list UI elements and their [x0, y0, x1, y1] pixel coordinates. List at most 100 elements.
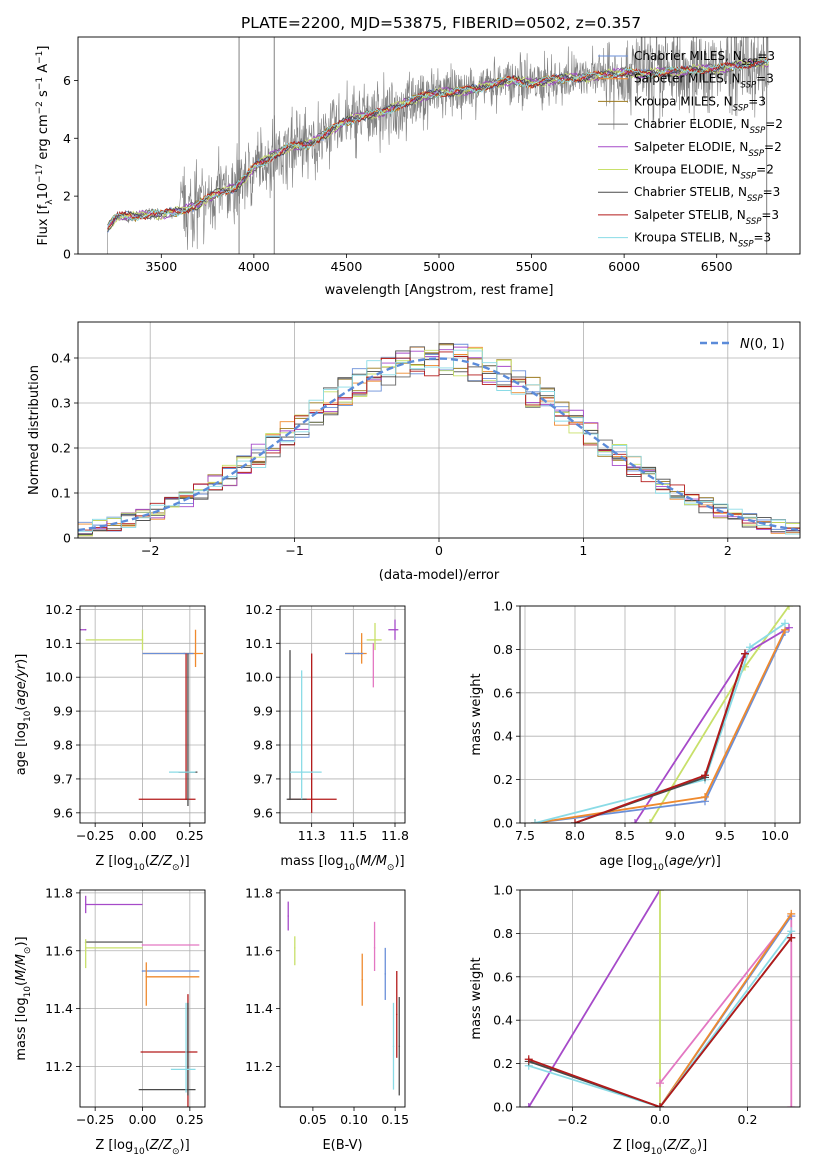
x-tick-label: 4000	[238, 259, 270, 274]
y-tick-label: 11.8	[245, 885, 273, 900]
x-tick-label: 5000	[423, 259, 455, 274]
y-tick-label: 9.8	[53, 738, 73, 753]
data-point	[141, 970, 144, 972]
axes-frame	[77, 36, 801, 255]
y-tick-label: 0.4	[493, 1013, 513, 1028]
x-tick-label: 4500	[331, 259, 363, 274]
normal-distribution-curve	[78, 357, 800, 532]
residuals-panel: −2 −1 0 1 2 0 0.1 0.2 0.3 0.4 N(0, 1) (data-model)/…	[27, 321, 801, 583]
x-tick-label: 1	[579, 543, 587, 558]
x-tick-label: 8.0	[565, 828, 585, 843]
data-point	[300, 771, 303, 773]
y-tick-label: 11.4	[45, 1001, 73, 1016]
data-point	[392, 1045, 395, 1048]
data-point	[141, 639, 144, 641]
data-point	[357, 652, 360, 655]
mass-vs-metallicity-panel: −0.25 0.00 0.25 11.2 11.4 11.6 11.8 Z [log10(Z/…	[14, 885, 206, 1157]
x-tick-label: 6500	[701, 259, 733, 274]
spectrum-panel: 3500 4000 4500 5000 5500 6000 6500 0 2 4 6 Chabrier…	[35, 36, 801, 298]
plus-marker	[787, 1103, 796, 1107]
plus-marker	[646, 819, 654, 823]
x-tick-label: −2	[141, 543, 159, 558]
x-tick-label: 0.25	[176, 828, 204, 843]
y-axis-label: mass weight	[469, 673, 484, 755]
y-tick-label: 9.7	[253, 771, 273, 786]
y-tick-label: 0	[63, 531, 71, 546]
y-tick-label: 11.8	[45, 885, 73, 900]
data-point	[395, 1013, 398, 1016]
y-axis-label: Flux [fλ10−17 erg cm−2 s−1 A−1]	[35, 46, 55, 246]
plus-marker	[785, 606, 793, 610]
axes-frame	[279, 889, 406, 1108]
y-tick-label: 10.0	[245, 670, 273, 685]
y-tick-label: 0.1	[51, 486, 71, 501]
axes-frame	[77, 321, 801, 539]
data-point	[398, 1045, 401, 1048]
x-tick-label: −0.25	[76, 1112, 114, 1127]
age-vs-metallicity-panel: −0.25 0.00 0.25 9.6 9.7 9.8 9.9 10.0 10.1 10.2 Z […	[14, 602, 206, 873]
y-tick-label: 1.0	[493, 883, 513, 898]
age-vs-mass-panel-data-group	[286, 619, 399, 813]
plus-marker	[524, 1103, 533, 1107]
weight-line	[659, 913, 793, 1107]
x-tick-label: 0	[435, 543, 443, 558]
axes-frame	[279, 605, 406, 824]
data-point	[361, 978, 364, 981]
data-point	[394, 628, 396, 631]
y-tick-label: 0.2	[493, 772, 513, 787]
legend-label: Salpeter MILES, NSSP=3	[634, 72, 774, 91]
y-tick-label: 4	[63, 131, 71, 146]
weight-vs-metallicity-panel: −0.2 0.0 0.2 0.0 0.2 0.4 0.6 0.8 1.0 Z [log10(Z/Z…	[469, 883, 801, 1157]
y-tick-label: 0.0	[493, 1100, 513, 1115]
y-axis-label: mass [log10(M/M⊙)]	[14, 936, 33, 1060]
data-point	[384, 973, 387, 975]
mass-vs-extinction-panel-data-group	[287, 901, 401, 1096]
y-tick-label: 0.3	[51, 396, 71, 411]
x-tick-label: −0.25	[76, 828, 114, 843]
data-point	[145, 976, 148, 978]
data-point	[372, 676, 375, 679]
weight-line	[528, 937, 793, 1107]
data-point	[185, 798, 187, 801]
x-tick-label: 11.8	[381, 828, 409, 843]
weight-vs-age-panel-data-group	[531, 606, 793, 823]
legend-label: Chabrier ELODIE, NSSP=2	[634, 117, 783, 136]
y-tick-label: 11.6	[45, 943, 73, 958]
x-tick-label: 6000	[608, 259, 640, 274]
plus-marker	[524, 1055, 533, 1064]
y-tick-label: 11.2	[245, 1059, 273, 1074]
x-axis-label: age [log10(age/yr)]	[599, 854, 721, 873]
y-tick-label: 10.2	[245, 602, 273, 617]
legend-label: Salpeter STELIB, NSSP=3	[634, 208, 779, 227]
y-tick-label: 6	[63, 73, 71, 88]
plus-marker	[631, 819, 639, 823]
age-vs-metallicity-panel-data-group	[80, 628, 204, 807]
y-tick-label: 10.0	[45, 670, 73, 685]
axes-frame	[519, 605, 801, 824]
x-tick-label: 0.25	[176, 1112, 204, 1127]
legend-label: N(0, 1)	[740, 337, 785, 352]
legend-label: Salpeter ELODIE, NSSP=2	[634, 140, 782, 159]
y-tick-label: 0.4	[493, 729, 513, 744]
figure-title: PLATE=2200, MJD=53875, FIBERID=0502, z=0…	[241, 14, 641, 32]
y-axis-label: mass weight	[469, 957, 484, 1039]
y-tick-label: 0	[63, 247, 71, 262]
model-spectrum-line	[107, 58, 769, 233]
x-tick-label: 0.05	[299, 1112, 327, 1127]
y-tick-label: 9.7	[53, 771, 73, 786]
data-point	[374, 639, 376, 641]
x-tick-label: 0.00	[129, 828, 157, 843]
legend-label: Kroupa MILES, NSSP=3	[634, 94, 766, 113]
data-point	[373, 947, 376, 949]
plus-marker	[531, 819, 539, 823]
y-tick-label: 10.1	[245, 636, 273, 651]
x-axis-label: Z [log10(Z/Z⊙)]	[95, 854, 189, 873]
legend-label: Kroupa ELODIE, NSSP=2	[634, 163, 774, 182]
axes-frame	[79, 889, 206, 1108]
x-tick-label: 11.5	[339, 828, 367, 843]
data-point	[84, 903, 87, 906]
x-tick-label: 0.0	[650, 1112, 670, 1127]
weight-vs-age-panel: 7.5 8.0 8.5 9.0 9.5 10.0 0.0 0.2 0.4 0.6 0.8 1.0 age…	[469, 599, 801, 873]
residual-histogram	[78, 351, 800, 531]
data-point	[310, 798, 313, 801]
